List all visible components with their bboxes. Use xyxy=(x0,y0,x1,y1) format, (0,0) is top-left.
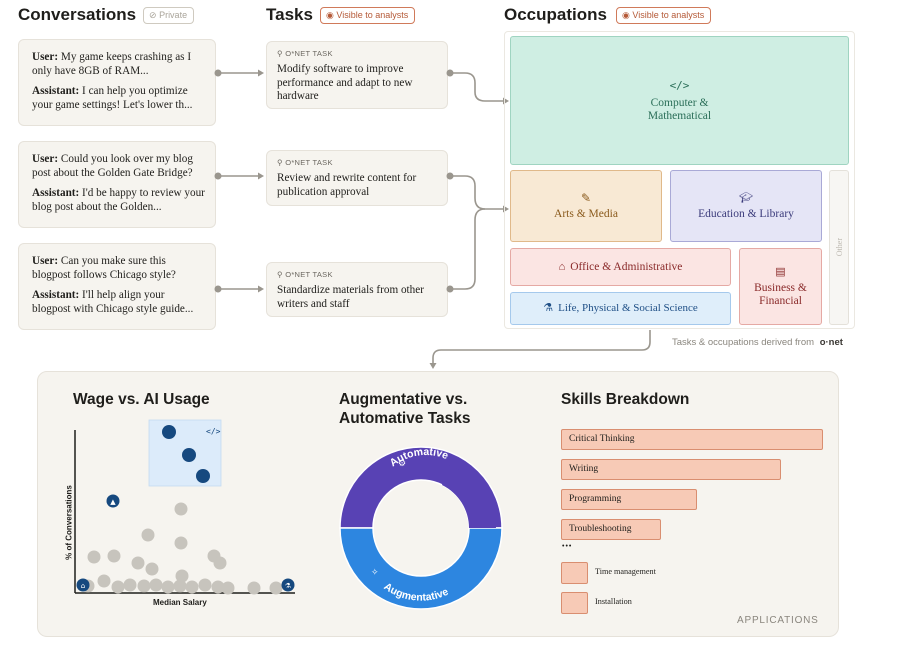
automative-segment xyxy=(339,446,503,529)
skill-bar: Writing xyxy=(561,459,781,480)
wage-chart-title: Wage vs. AI Usage xyxy=(73,391,210,408)
augment-chart-title: Augmentative vs. Automative Tasks xyxy=(339,391,471,427)
skill-label-minor: Time management xyxy=(595,567,656,576)
occupation-business-financial: ▤ Business & Financial xyxy=(739,248,822,325)
tasks-visibility-label: Visible to analysts xyxy=(336,10,409,20)
task-text: Standardize materials from other writers… xyxy=(277,284,424,310)
task-card: ⚲ O*NET TASK Modify software to improve … xyxy=(266,41,448,109)
skill-bar: Troubleshooting xyxy=(561,519,661,540)
conversation-card: User: Can you make sure this blogpost fo… xyxy=(18,243,216,330)
wrench-icon: ⚲ xyxy=(277,49,286,58)
augment-donut-chart: Automative Augmentative ⚙ ✧ xyxy=(339,446,503,610)
skill-label: Troubleshooting xyxy=(569,524,632,534)
occupation-office-administrative: ⌂ Office & Administrative xyxy=(510,248,731,286)
skill-label: Writing xyxy=(569,464,599,474)
private-badge: ⊘ Private xyxy=(143,7,195,24)
occupation-computer-mathematical: </> Computer & Mathematical xyxy=(510,36,849,165)
assistant-message: I'd be happy to review your blog post ab… xyxy=(32,186,205,214)
private-badge-label: Private xyxy=(159,10,188,20)
occupation-label: Office & Administrative xyxy=(570,260,683,273)
gear-icon: ⚙ xyxy=(398,459,406,469)
wrench-icon: ⚲ xyxy=(277,158,286,167)
assistant-label: Assistant: xyxy=(32,288,80,301)
user-message: My game keeps crashing as I only have 8G… xyxy=(32,51,192,78)
highlighted-points xyxy=(76,425,295,592)
skills-ellipsis: ••• xyxy=(562,543,573,550)
skill-bar-minor xyxy=(561,562,588,584)
skill-label: Programming xyxy=(569,494,622,504)
skill-bar: Critical Thinking xyxy=(561,429,823,450)
skill-label: Critical Thinking xyxy=(569,434,635,444)
flask-icon: ⚗ xyxy=(543,302,554,314)
building-icon: ⌂ xyxy=(558,260,566,273)
skill-label-minor: Installation xyxy=(595,597,632,606)
code-icon: </> xyxy=(669,78,690,92)
flow-connectors xyxy=(214,69,651,369)
conversation-card: User: My game keeps crashing as I only h… xyxy=(18,39,216,126)
conversations-header: Conversations xyxy=(18,5,137,24)
wrench-icon: ⚲ xyxy=(277,270,286,279)
user-label: User: xyxy=(32,51,59,63)
footnote-text: Tasks & occupations derived from xyxy=(672,337,815,348)
applications-label: APPLICATIONS xyxy=(737,615,819,626)
occupation-arts-media: ✎ Arts & Media xyxy=(510,170,662,242)
occupation-label: Education & Library xyxy=(698,207,794,220)
task-text: Review and rewrite content for publicati… xyxy=(277,172,417,198)
task-label: O*NET TASK xyxy=(285,49,333,58)
task-label: O*NET TASK xyxy=(285,270,333,279)
tasks-header: Tasks xyxy=(266,5,313,24)
wage-scatter-plot: </> ▲ ⌂ ⚗ xyxy=(74,419,295,595)
user-message: Could you look over my blog post about t… xyxy=(32,153,193,180)
occupation-other: Other xyxy=(829,170,849,325)
occupations-treemap xyxy=(504,31,855,329)
occupations-visibility-label: Visible to analysts xyxy=(632,10,705,20)
augmentative-segment xyxy=(339,527,503,610)
eye-icon: ◉ xyxy=(326,10,334,20)
occupation-label: Arts & Media xyxy=(554,207,618,220)
occupation-life-physical-social-science: ⚗ Life, Physical & Social Science xyxy=(510,292,731,325)
user-message: Can you make sure this blogpost follows … xyxy=(32,255,176,282)
occupation-label: Business & Financial xyxy=(754,281,807,307)
tasks-visibility-badge: ◉ Visible to analysts xyxy=(320,7,416,24)
code-icon: </> xyxy=(206,427,221,436)
task-label: O*NET TASK xyxy=(285,158,333,167)
occupations-visibility-badge: ◉ Visible to analysts xyxy=(616,7,712,24)
flask-icon: ⚗ xyxy=(285,582,291,590)
assistant-label: Assistant: xyxy=(32,186,80,199)
conversation-card: User: Could you look over my blog post a… xyxy=(18,141,216,228)
task-card: ⚲ O*NET TASK Standardize materials from … xyxy=(266,262,448,317)
ledger-icon: ▤ xyxy=(775,265,786,278)
assistant-message: I'll help align your blogpost with Chica… xyxy=(32,288,194,316)
brush-icon: ✎ xyxy=(580,190,592,205)
occupations-header: Occupations xyxy=(504,5,607,24)
occupation-label: Life, Physical & Social Science xyxy=(558,302,698,314)
user-label: User: xyxy=(32,255,59,267)
skill-bar: Programming xyxy=(561,489,697,510)
task-card: ⚲ O*NET TASK Review and rewrite content … xyxy=(266,150,448,206)
graduation-cap-icon: 🎓︎ xyxy=(739,191,753,204)
building-icon: ⌂ xyxy=(81,582,85,590)
eye-off-icon: ⊘ xyxy=(149,10,157,20)
assistant-label: Assistant: xyxy=(32,84,80,97)
user-label: User: xyxy=(32,153,59,165)
task-text: Modify software to improve performance a… xyxy=(277,63,413,102)
sparkle-icon: ✧ xyxy=(371,568,379,578)
skill-bar-minor xyxy=(561,592,588,614)
onet-logo: o·net xyxy=(819,337,843,348)
wage-x-axis-label: Median Salary xyxy=(153,598,207,607)
automative-segment-extent xyxy=(442,465,496,528)
assistant-message: I can help you optimize your game settin… xyxy=(32,84,193,112)
graduation-cap-icon: ▲ xyxy=(110,498,116,506)
occupation-label: Other xyxy=(834,238,844,257)
onet-footnote: Tasks & occupations derived from o·net xyxy=(672,337,843,348)
occupation-label: Computer & Mathematical xyxy=(647,96,712,122)
skills-chart-title: Skills Breakdown xyxy=(561,391,690,408)
occupation-education-library: 🎓︎ Education & Library xyxy=(670,170,822,242)
gray-points xyxy=(81,502,283,595)
eye-icon: ◉ xyxy=(622,10,630,20)
